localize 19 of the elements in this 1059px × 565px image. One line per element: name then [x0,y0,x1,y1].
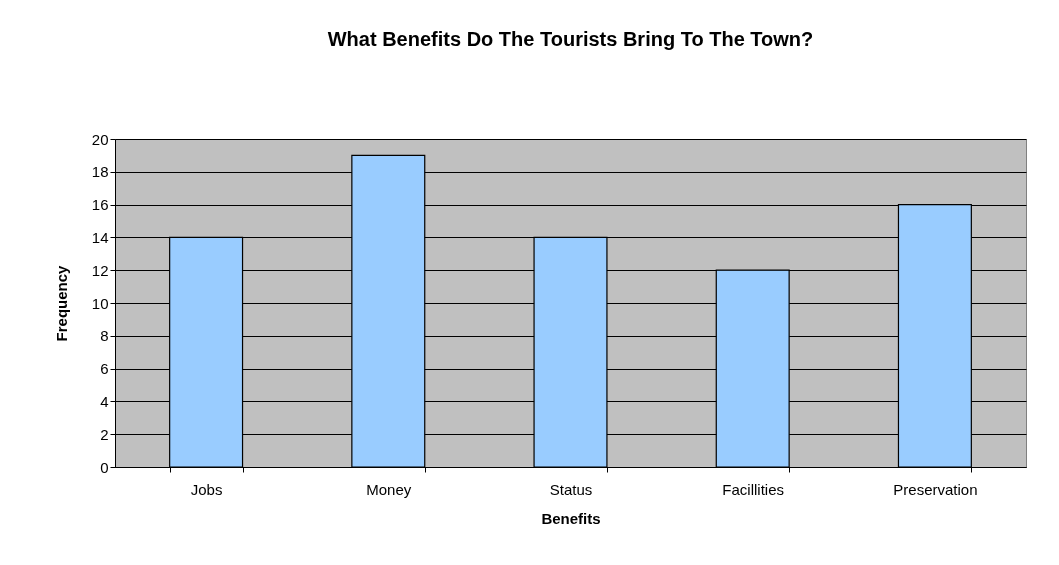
x-tick-label: Facillities [722,480,785,498]
y-tick-label: 8 [100,327,109,345]
y-tick-label: 18 [91,163,109,181]
y-tick-label: 6 [100,360,109,378]
y-tick-label: 20 [91,130,109,148]
y-tick-label: 14 [91,228,109,246]
y-tick-label: 16 [91,196,109,214]
y-tick-label: 12 [91,261,109,279]
y-tick-label: 2 [100,425,109,443]
chart-title: What Benefits Do The Tourists Bring To The Town? [327,28,814,50]
y-axis-title: Frequency [52,264,70,342]
y-tick-label: 4 [100,392,109,410]
x-tick-label: Jobs [190,480,223,498]
y-tick-label: 10 [91,294,109,312]
x-tick-label: Money [366,480,412,498]
x-tick-label: Preservation [893,480,978,498]
x-axis-title: Benefits [541,509,601,527]
x-tick-label: Status [549,480,593,498]
y-tick-label: 0 [100,458,109,476]
